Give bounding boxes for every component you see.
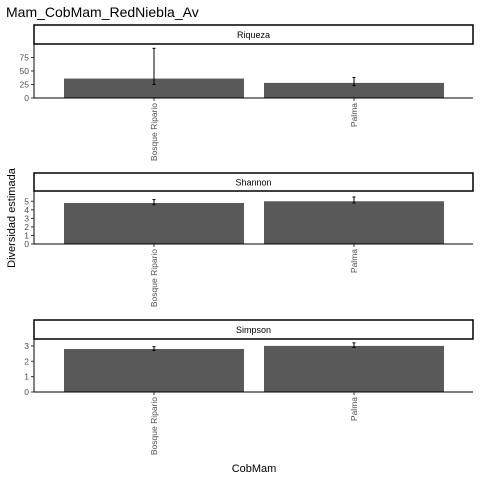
y-tick-label: 75 — [20, 53, 30, 63]
y-tick-label: 0 — [24, 93, 29, 103]
x-tick-label: Palma — [349, 103, 359, 127]
panel-strip-label: Riqueza — [237, 30, 270, 40]
x-tick-label: Bosque Ripario — [149, 397, 159, 455]
bar — [264, 345, 444, 392]
x-tick-label: Palma — [349, 397, 359, 421]
y-tick-label: 4 — [24, 205, 29, 215]
chart-title: Mam_CobMam_RedNiebla_Av — [6, 4, 199, 20]
y-tick-label: 5 — [24, 196, 29, 206]
panel-simpson: Simpson 0 1 2 3 Bosque Ripario Palma — [24, 319, 474, 455]
panel-riqueza: Riqueza 0 25 50 75 Bosque Ripario Palma — [20, 24, 474, 161]
y-tick-label: 0 — [24, 239, 29, 249]
y-tick-label: 1 — [24, 230, 29, 240]
x-tick-label: Bosque Ripario — [149, 249, 159, 307]
x-tick-label: Palma — [349, 249, 359, 273]
panel-strip — [33, 24, 474, 45]
panel-strip-label: Simpson — [236, 325, 271, 335]
y-tick-label: 3 — [24, 341, 29, 351]
y-tick-label: 25 — [20, 80, 30, 90]
y-tick-label: 0 — [24, 387, 29, 397]
x-tick-label: Bosque Ripario — [149, 103, 159, 161]
panel-strip-label: Shannon — [235, 178, 271, 188]
bar — [64, 78, 244, 98]
panel-strip — [33, 172, 474, 192]
bar — [264, 201, 444, 244]
y-tick-label: 2 — [24, 356, 29, 366]
y-tick-label: 1 — [24, 372, 29, 382]
panel-strip — [33, 319, 474, 340]
bar — [64, 348, 244, 392]
bar — [264, 82, 444, 98]
y-axis-label: Diversidad estimada — [6, 167, 18, 268]
y-tick-label: 3 — [24, 213, 29, 223]
y-tick-label: 2 — [24, 222, 29, 232]
x-axis-label: CobMam — [232, 463, 277, 475]
bar — [64, 202, 244, 244]
y-tick-label: 50 — [20, 66, 30, 76]
